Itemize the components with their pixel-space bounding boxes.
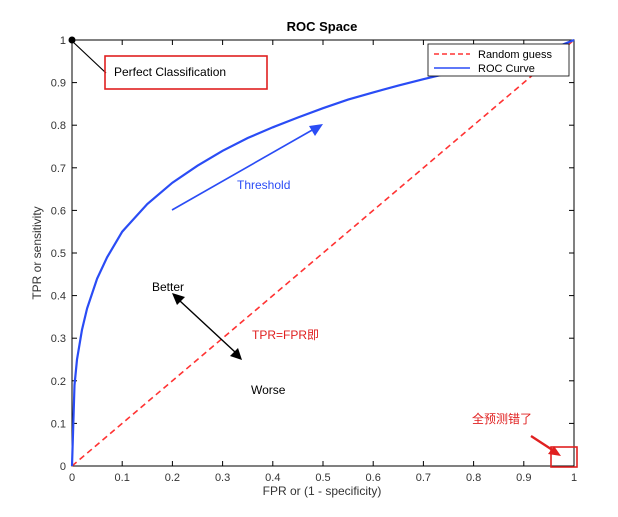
y-tick-label: 0 [60, 461, 66, 473]
x-tick-label: 0.8 [466, 472, 481, 484]
corner-highlight-box [550, 446, 578, 468]
x-tick-label: 0.3 [215, 472, 230, 484]
y-tick-label: 0.3 [51, 333, 66, 345]
y-axis-label: TPR or sensitivity [30, 206, 44, 299]
perfect-label-box [104, 55, 268, 90]
better-label: Better [152, 280, 184, 294]
x-tick-label: 0.4 [265, 472, 280, 484]
x-tick-label: 0.5 [315, 472, 330, 484]
y-tick-label: 0.4 [51, 291, 66, 303]
better-arrow-head [172, 293, 185, 305]
worse-arrow-head [230, 348, 242, 360]
y-tick-label: 0.8 [51, 120, 66, 132]
axis-ticks: 0 0.1 0.2 0.3 0.4 0.5 0.6 0.7 0.8 0.9 1 0 0.1 0.2 0.3 0… [51, 35, 577, 484]
x-tick-label: 0.2 [165, 472, 180, 484]
perfect-classification-point [68, 36, 76, 44]
diagonal-note: TPR=FPR即 [252, 328, 319, 342]
y-tick-label: 0.6 [51, 205, 66, 217]
x-tick-label: 1 [571, 472, 577, 484]
worse-label: Worse [251, 383, 286, 397]
legend: Random guess ROC Curve [427, 43, 570, 77]
x-tick-label: 0.6 [366, 472, 381, 484]
perfect-label: Perfect Classification [114, 65, 226, 79]
corner-note: 全预测错了 [472, 411, 532, 426]
y-tick-label: 0.2 [51, 376, 66, 388]
y-tick-label: 0.9 [51, 78, 66, 90]
x-tick-label: 0.1 [115, 472, 130, 484]
chart-title: ROC Space [287, 19, 358, 34]
y-tick-label: 0.1 [51, 418, 66, 430]
x-tick-label: 0.7 [416, 472, 431, 484]
perfect-pointer-line [71, 40, 107, 74]
x-tick-label: 0 [69, 472, 75, 484]
y-tick-label: 0.7 [51, 163, 66, 175]
legend-label-random: Random guess [478, 49, 552, 61]
threshold-arrow-line [171, 128, 315, 211]
legend-label-roc: ROC Curve [478, 63, 535, 75]
legend-box [427, 43, 570, 77]
y-tick-label: 1 [60, 35, 66, 47]
threshold-label: Threshold [237, 178, 290, 192]
better-worse-arrow-line [179, 300, 236, 353]
x-tick-label: 0.9 [516, 472, 531, 484]
y-tick-label: 0.5 [51, 248, 66, 260]
threshold-arrow-head [309, 124, 323, 136]
x-axis-label: FPR or (1 - specificity) [263, 484, 382, 498]
corner-arrow-line [530, 434, 555, 453]
